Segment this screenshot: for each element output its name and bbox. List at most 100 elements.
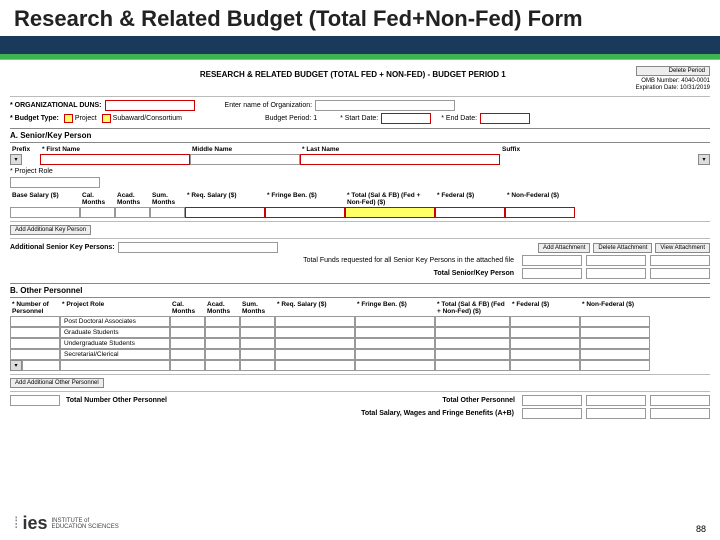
role-label-2: Graduate Students — [60, 327, 170, 338]
total-b-box2 — [586, 395, 646, 406]
subaward-label: Subaward/Consortium — [113, 115, 182, 122]
sum-field[interactable] — [150, 207, 185, 218]
role-label-4: Secretarial/Clerical — [60, 349, 170, 360]
middle-name-field[interactable] — [190, 154, 300, 165]
total-sf-field[interactable] — [345, 207, 435, 218]
footer: ⁞ ies INSTITUTE of EDUCATION SCIENCES 88 — [14, 513, 706, 534]
total-ab-box2 — [586, 408, 646, 419]
form-title: RESEARCH & RELATED BUDGET (TOTAL FED + N… — [70, 66, 636, 79]
table-row: ▾ — [10, 360, 710, 371]
total-b-box1 — [522, 395, 582, 406]
page-number: 88 — [696, 524, 706, 534]
col-nonfederal-b: * Non-Federal ($) — [580, 300, 650, 316]
total-b-label: Total Other Personnel — [442, 397, 515, 404]
total-a-box2 — [586, 268, 646, 279]
total-funds-box2 — [586, 255, 646, 266]
table-row: Undergraduate Students — [10, 338, 710, 349]
col-num-personnel: * Number of Personnel — [10, 300, 60, 316]
delete-attachment-button[interactable]: Delete Attachment — [593, 243, 652, 253]
prefix-dropdown[interactable]: ▾ — [10, 154, 22, 165]
proj-role-field[interactable] — [10, 177, 100, 188]
col-suffix: Suffix — [500, 145, 540, 154]
start-date-label: * Start Date: — [340, 115, 378, 122]
total-funds-box1 — [522, 255, 582, 266]
org-name-field[interactable] — [315, 100, 455, 111]
proj-role-label: * Project Role — [10, 168, 53, 175]
total-a-box1 — [522, 268, 582, 279]
suffix-dropdown[interactable]: ▾ — [698, 154, 710, 165]
col-req-salary-b: * Req. Salary ($) — [275, 300, 355, 316]
federal-field[interactable] — [435, 207, 505, 218]
delete-period-button[interactable]: Delete Period — [636, 66, 710, 76]
total-funds-box3 — [650, 255, 710, 266]
section-a-header: A. Senior/Key Person — [10, 128, 710, 143]
col-cal: Cal. Months — [80, 191, 115, 207]
form-container: RESEARCH & RELATED BUDGET (TOTAL FED + N… — [0, 59, 720, 425]
total-ab-box3 — [650, 408, 710, 419]
omb-expiration: Expiration Date: 10/31/2019 — [636, 85, 710, 92]
table-row: Post Doctoral Associates — [10, 316, 710, 327]
col-acad: Acad. Months — [115, 191, 150, 207]
col-sum-b: Sum. Months — [240, 300, 275, 316]
start-date-field[interactable] — [381, 113, 431, 124]
last-name-field[interactable] — [300, 154, 500, 165]
col-fringe: * Fringe Ben. ($) — [265, 191, 345, 207]
first-name-field[interactable] — [40, 154, 190, 165]
project-label: Project — [75, 115, 97, 122]
col-acad-b: Acad. Months — [205, 300, 240, 316]
total-b-box3 — [650, 395, 710, 406]
ies-mark: ies — [22, 513, 47, 534]
ies-line2: EDUCATION SCIENCES — [51, 524, 118, 530]
col-first: * First Name — [40, 145, 190, 154]
attach-label: Additional Senior Key Persons: — [10, 244, 115, 251]
slide-title: Research & Related Budget (Total Fed+Non… — [0, 0, 720, 36]
table-row: Secretarial/Clerical — [10, 349, 710, 360]
budget-type-label: * Budget Type: — [10, 115, 59, 122]
col-total-sf-b: * Total (Sal & FB) (Fed + Non-Fed) ($) — [435, 300, 510, 316]
col-federal: * Federal ($) — [435, 191, 505, 207]
col-proj-role-b: * Project Role — [60, 300, 170, 316]
add-other-personnel-button[interactable]: Add Additional Other Personnel — [10, 378, 104, 388]
end-date-label: * End Date: — [441, 115, 477, 122]
col-fringe-b: * Fringe Ben. ($) — [355, 300, 435, 316]
num-field-1[interactable] — [10, 316, 60, 327]
total-funds-label: Total Funds requested for all Senior Key… — [303, 257, 514, 264]
col-prefix: Prefix — [10, 145, 40, 154]
org-duns-field[interactable] — [105, 100, 195, 111]
end-date-field[interactable] — [480, 113, 530, 124]
total-ab-box1 — [522, 408, 582, 419]
base-salary-field[interactable] — [10, 207, 80, 218]
role-label-1: Post Doctoral Associates — [60, 316, 170, 327]
col-federal-b: * Federal ($) — [510, 300, 580, 316]
acad-field[interactable] — [115, 207, 150, 218]
add-key-person-button[interactable]: Add Additional Key Person — [10, 225, 91, 235]
total-a-label: Total Senior/Key Person — [434, 270, 514, 277]
col-base-salary: Base Salary ($) — [10, 191, 80, 207]
enter-org-label: Enter name of Organization: — [225, 102, 313, 109]
total-num-field — [10, 395, 60, 406]
blue-bar — [0, 36, 720, 54]
col-total-sf: * Total (Sal & FB) (Fed + Non-Fed) ($) — [345, 191, 435, 207]
col-cal-b: Cal. Months — [170, 300, 205, 316]
fringe-field[interactable] — [265, 207, 345, 218]
view-attachment-button[interactable]: View Attachment — [655, 243, 710, 253]
nonfederal-field[interactable] — [505, 207, 575, 218]
col-last: * Last Name — [300, 145, 500, 154]
total-a-box3 — [650, 268, 710, 279]
section-b-header: B. Other Personnel — [10, 283, 710, 298]
project-checkbox[interactable] — [64, 114, 73, 123]
col-middle: Middle Name — [190, 145, 300, 154]
total-ab-label: Total Salary, Wages and Fringe Benefits … — [361, 410, 514, 417]
col-sum: Sum. Months — [150, 191, 185, 207]
attach-field[interactable] — [118, 242, 278, 253]
extra-row-dropdown[interactable]: ▾ — [10, 360, 22, 371]
subaward-checkbox[interactable] — [102, 114, 111, 123]
req-salary-field[interactable] — [185, 207, 265, 218]
omb-number: OMB Number: 4040-0001 — [636, 78, 710, 85]
budget-period-label: Budget Period: 1 — [265, 115, 317, 122]
table-row: Graduate Students — [10, 327, 710, 338]
col-req-salary: * Req. Salary ($) — [185, 191, 265, 207]
cal-field[interactable] — [80, 207, 115, 218]
add-attachment-button[interactable]: Add Attachment — [538, 243, 590, 253]
col-nonfederal: * Non-Federal ($) — [505, 191, 575, 207]
